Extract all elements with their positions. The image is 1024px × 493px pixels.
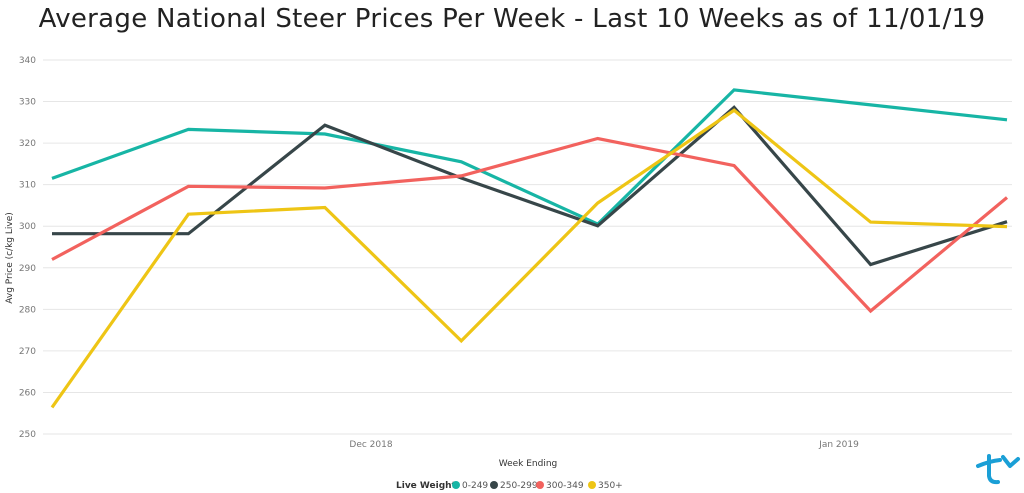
- legend: Live Weight 0-249 250-299 300-349 350+: [396, 481, 623, 491]
- legend-label: 0-249: [462, 481, 488, 491]
- legend-label: 350+: [598, 481, 623, 491]
- x-axis-title: Week Ending: [499, 459, 558, 469]
- x-axis-ticks: Dec 2018 Jan 2019: [349, 440, 859, 450]
- brand-logo-icon: [976, 454, 1020, 485]
- series-line-350+: [50, 108, 1008, 409]
- x-tick-label: Jan 2019: [818, 440, 859, 450]
- legend-marker: [452, 481, 460, 489]
- y-tick-label: 260: [19, 388, 36, 398]
- y-tick-label: 330: [19, 98, 36, 108]
- legend-marker: [536, 481, 544, 489]
- gridlines: [43, 59, 1012, 435]
- chart-title: Average National Steer Prices Per Week -…: [38, 4, 986, 34]
- y-tick-label: 320: [19, 139, 36, 149]
- y-tick-label: 250: [19, 430, 36, 440]
- series-lines: [50, 88, 1009, 409]
- legend-item-350+: 350+: [588, 481, 623, 491]
- series-line-250-299: [52, 105, 1008, 267]
- series-line-300-349: [51, 136, 1009, 314]
- y-axis-title: Avg Price (c/kg Live): [5, 212, 15, 304]
- legend-title: Live Weight: [396, 481, 457, 491]
- y-tick-label: 290: [19, 264, 36, 274]
- y-axis-ticks: 250 260 270 280 290 300 310 320 330 340: [19, 56, 36, 440]
- legend-item-300-349: 300-349: [536, 481, 584, 491]
- legend-label: 250-299: [500, 481, 538, 491]
- legend-item-250-299: 250-299: [490, 481, 538, 491]
- legend-item-0-249: 0-249: [452, 481, 488, 491]
- series-line-0-249: [51, 88, 1008, 227]
- y-tick-label: 300: [19, 222, 36, 232]
- legend-label: 300-349: [546, 481, 584, 491]
- y-tick-label: 270: [19, 347, 36, 357]
- legend-marker: [490, 481, 498, 489]
- legend-marker: [588, 481, 596, 489]
- y-tick-label: 310: [19, 181, 36, 191]
- x-tick-label: Dec 2018: [349, 440, 392, 450]
- y-tick-label: 340: [19, 56, 36, 66]
- y-tick-label: 280: [19, 305, 36, 315]
